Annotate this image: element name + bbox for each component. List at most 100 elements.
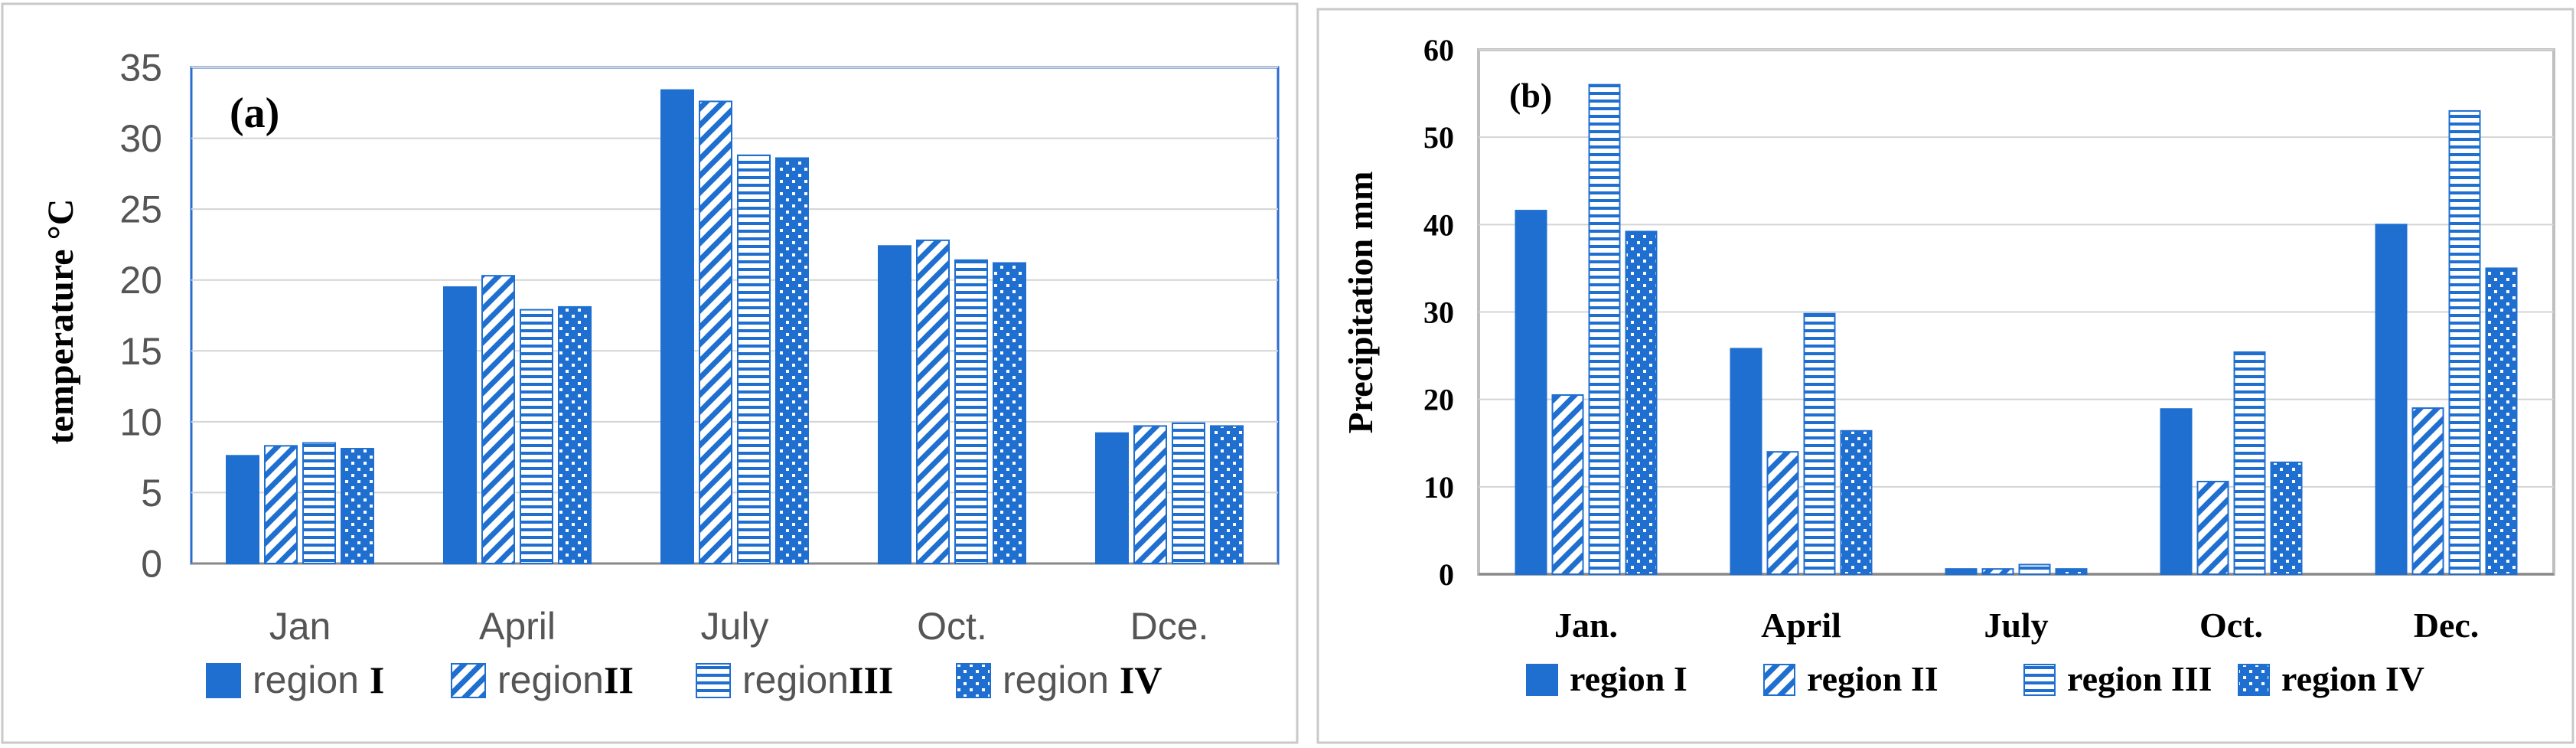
x-tick-label: Dec. [2414, 606, 2480, 645]
y-tick-label: 60 [1423, 33, 1454, 67]
bar-iii-0 [302, 442, 336, 565]
bar-ii-4 [1133, 425, 1167, 565]
bar-ii-2 [1981, 568, 2014, 576]
legend-item-iii: regionIII [696, 658, 893, 701]
y-tick-label: 15 [119, 330, 162, 373]
bar-ii-3 [2196, 480, 2229, 576]
panel-a-label: (a) [230, 90, 279, 137]
panel-a-legend: region I regionII regionIII region IV [206, 658, 1162, 701]
panel-b-y-ticks: 0 10 20 30 40 50 60 [1423, 33, 2554, 592]
panel-a-y-axis-label: temperature °C [41, 199, 81, 445]
legend-item-iv: region IV [2238, 659, 2424, 698]
panel-a-frame [1, 2, 1299, 744]
x-tick-label: April [1761, 606, 1841, 645]
y-tick-label: 5 [141, 472, 162, 514]
bar-i-4 [1095, 432, 1129, 564]
legend-item-i: region I [206, 658, 384, 701]
bar-iv-0 [341, 448, 374, 565]
legend-swatch [206, 663, 241, 698]
bar-i-3 [2160, 408, 2193, 575]
x-tick-label: July [701, 605, 769, 648]
y-tick-label: 0 [1439, 557, 1454, 592]
legend-label: region IV [2281, 659, 2424, 698]
legend-label: region I [253, 658, 384, 701]
x-tick-label: Jan. [1554, 606, 1618, 645]
legend-label: region I [1570, 659, 1687, 698]
bar-ii-0 [1551, 394, 1584, 575]
bar-i-1 [443, 286, 477, 564]
panel-b: (b) Precipitation mm 0 10 20 30 40 50 60 Jan. A… [1316, 8, 2574, 744]
bar-i-1 [1730, 348, 1762, 575]
panel-b-bars [1515, 83, 2518, 576]
y-tick-label: 0 [141, 543, 162, 586]
bar-iv-1 [558, 305, 592, 564]
bar-iv-4 [1210, 425, 1244, 565]
bar-iv-3 [2270, 461, 2303, 575]
bar-i-0 [226, 455, 259, 565]
bar-ii-2 [699, 100, 732, 565]
x-tick-label: July [1984, 606, 2048, 645]
panel-a: (a) temperature °C 0 5 10 15 20 25 30 35 Jan Apr… [1, 2, 1299, 744]
legend-label: regionIII [742, 658, 893, 701]
bar-iv-0 [1625, 230, 1658, 575]
x-tick-label: April [479, 605, 556, 648]
y-tick-label: 40 [1423, 207, 1454, 242]
bar-i-0 [1515, 210, 1547, 575]
bar-iii-1 [520, 309, 553, 564]
legend-swatch [1763, 664, 1795, 696]
legend-item-iii: region III [2023, 659, 2212, 698]
panel-a-bars [226, 89, 1244, 565]
legend-swatch [451, 663, 486, 698]
bar-iv-2 [2055, 568, 2088, 576]
bar-i-4 [2375, 224, 2408, 575]
y-tick-label: 20 [119, 259, 162, 302]
panel-a-x-ticks: Jan April July Oct. Dce. [269, 605, 1209, 648]
bar-i-3 [878, 245, 911, 564]
legend-label: region III [2067, 659, 2212, 698]
bar-ii-4 [2411, 407, 2444, 575]
bar-ii-1 [1766, 451, 1799, 576]
panel-b-y-axis-label: Precipitation mm [1341, 171, 1380, 434]
bar-iii-4 [2448, 109, 2481, 575]
legend-label: region IV [1003, 658, 1162, 701]
y-tick-label: 30 [1423, 296, 1454, 330]
y-tick-label: 50 [1423, 120, 1454, 155]
x-tick-label: Dce. [1130, 605, 1209, 648]
bar-iv-1 [1840, 430, 1873, 575]
legend-item-ii: region II [1763, 659, 1939, 698]
panel-a-y-ticks: 0 5 10 15 20 25 30 35 [119, 47, 1278, 586]
bar-i-2 [1945, 568, 1978, 576]
y-tick-label: 30 [119, 117, 162, 160]
bar-ii-3 [916, 239, 950, 564]
y-tick-label: 25 [119, 188, 162, 231]
x-tick-label: Jan [269, 605, 331, 648]
x-tick-label: Oct. [2199, 606, 2263, 645]
y-tick-label: 35 [119, 47, 162, 90]
y-tick-label: 10 [119, 400, 162, 443]
legend-label: regionII [497, 658, 634, 701]
y-tick-label: 20 [1423, 383, 1454, 417]
legend-swatch [696, 663, 731, 698]
legend-item-ii: regionII [451, 658, 634, 701]
panel-b-x-ticks: Jan. April July Oct. Dec. [1554, 606, 2479, 645]
bar-iii-1 [1803, 312, 1836, 575]
legend-item-i: region I [1526, 659, 1687, 698]
legend-swatch [2023, 664, 2056, 696]
y-tick-label: 10 [1423, 470, 1454, 505]
panel-b-label: (b) [1509, 76, 1552, 115]
legend-swatch [956, 663, 991, 698]
bar-iii-0 [1588, 83, 1621, 575]
bar-iv-3 [993, 262, 1026, 564]
bar-iii-2 [2018, 563, 2051, 575]
legend-label: region II [1807, 659, 1939, 698]
bar-iii-3 [2233, 351, 2266, 575]
bar-iii-4 [1172, 422, 1205, 564]
legend-swatch [2238, 664, 2270, 696]
bar-iv-4 [2485, 267, 2518, 575]
panel-b-legend: region I region II region III region IV [1526, 659, 2424, 698]
bar-ii-1 [481, 275, 515, 564]
legend-item-iv: region IV [956, 658, 1162, 701]
bar-iv-2 [775, 157, 809, 564]
bar-iii-3 [954, 259, 988, 564]
